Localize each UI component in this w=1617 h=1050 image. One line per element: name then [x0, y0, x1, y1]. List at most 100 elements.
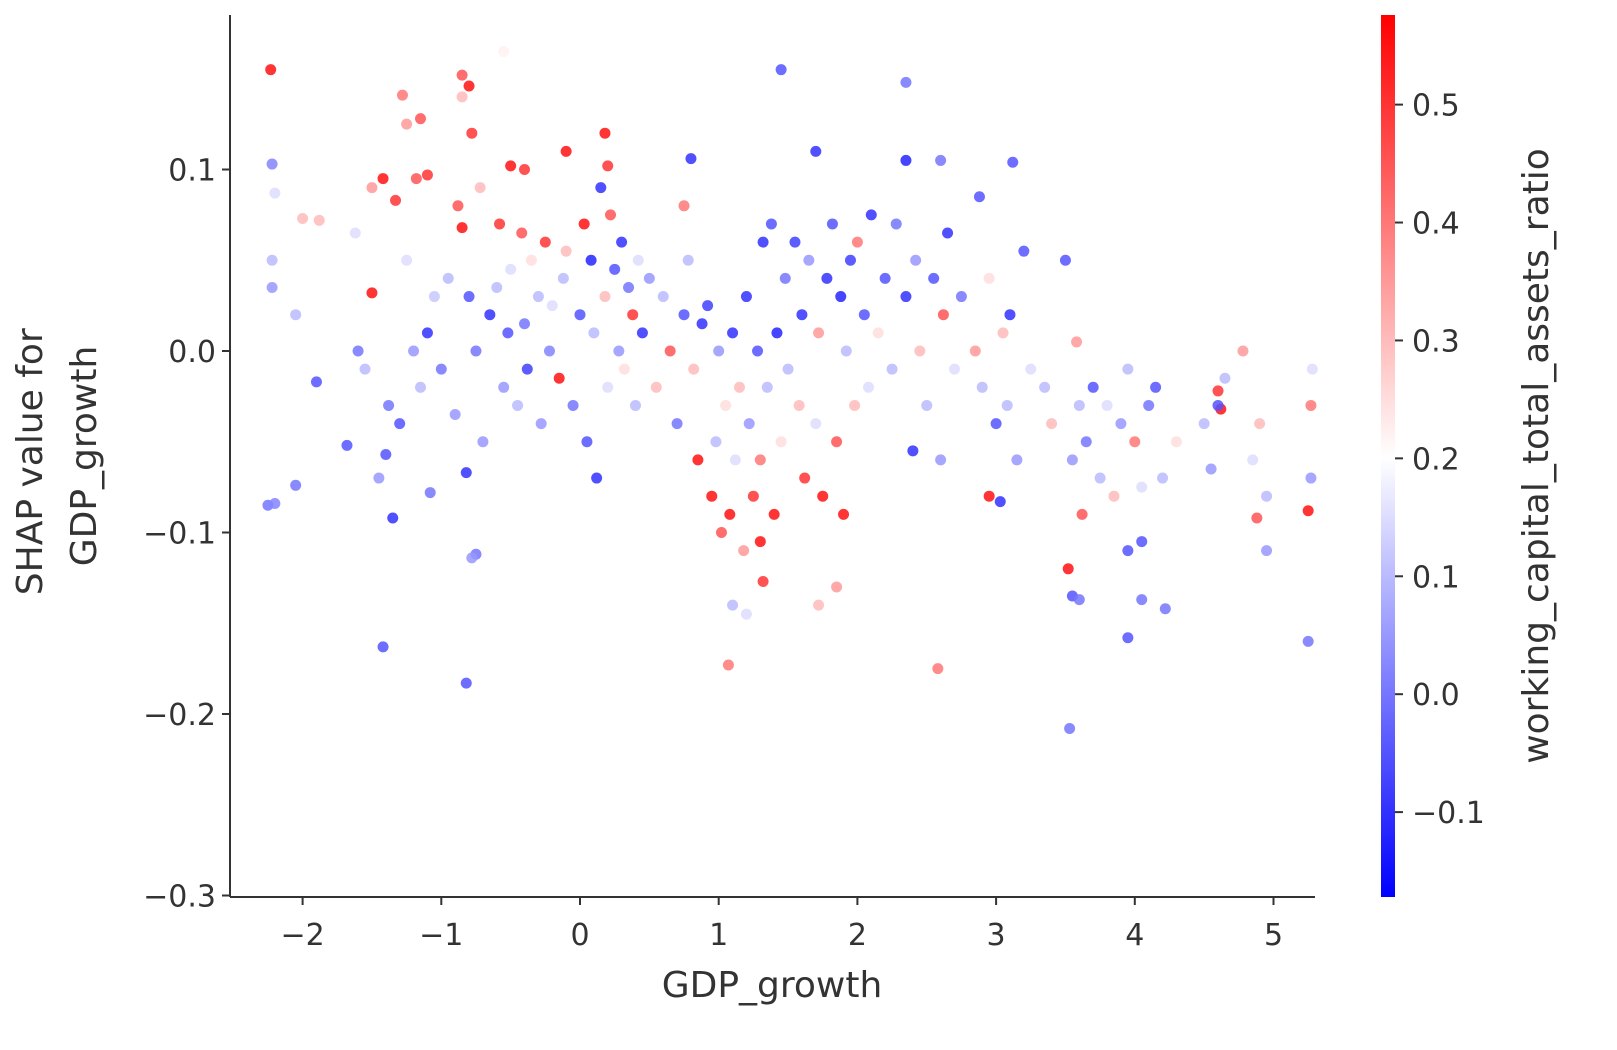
y-axis-ticks: 0.1 0.0 −0.1 −0.2 −0.3: [143, 154, 230, 915]
scatter-point: [460, 467, 472, 479]
scatter-point: [435, 363, 447, 375]
scatter-point: [456, 222, 468, 234]
scatter-point: [463, 80, 475, 92]
scatter-point: [421, 327, 433, 339]
scatter-point: [835, 291, 847, 303]
scatter-point: [1219, 372, 1231, 384]
y-tick-label: −0.1: [143, 517, 216, 552]
x-tick-label: 5: [1264, 918, 1283, 953]
scatter-point: [1136, 481, 1148, 493]
scatter-point: [1129, 436, 1141, 448]
scatter-point: [799, 472, 811, 484]
scatter-point: [498, 46, 510, 58]
scatter-point: [535, 418, 547, 430]
scatter-point: [477, 436, 489, 448]
scatter-point: [401, 118, 413, 130]
scatter-point: [539, 236, 551, 248]
scatter-point: [720, 399, 732, 411]
scatter-point: [516, 227, 528, 239]
scatter-point: [1184, 499, 1196, 511]
scatter-point: [560, 245, 572, 257]
scatter-point: [955, 291, 967, 303]
scatter-point: [484, 309, 496, 321]
scatter-point: [591, 472, 603, 484]
scatter-point: [796, 309, 808, 321]
scatter-point: [969, 345, 981, 357]
scatter-point: [1046, 418, 1058, 430]
scatter-point: [865, 209, 877, 221]
scatter-point: [1157, 472, 1169, 484]
scatter-point: [1159, 603, 1171, 615]
scatter-point: [595, 182, 607, 194]
scatter-point: [1059, 254, 1071, 266]
scatter-point: [553, 372, 565, 384]
x-axis-ticks: −2 −1 0 1 2 3 4 5: [280, 897, 1283, 953]
scatter-point: [1115, 418, 1127, 430]
scatter-point: [452, 200, 464, 212]
scatter-point: [408, 345, 420, 357]
scatter-point: [532, 291, 544, 303]
scatter-point: [1136, 536, 1148, 548]
scatter-point: [761, 381, 773, 393]
scatter-point: [948, 363, 960, 375]
scatter-point: [629, 399, 641, 411]
scatter-point: [470, 345, 482, 357]
scatter-point: [1170, 436, 1182, 448]
scatter-point: [768, 508, 780, 520]
scatter-point: [890, 218, 902, 230]
scatter-point: [1261, 490, 1273, 502]
scatter-point: [886, 363, 898, 375]
scatter-point: [1247, 454, 1259, 466]
scatter-point: [494, 218, 506, 230]
scatter-point: [724, 508, 736, 520]
scatter-point: [710, 436, 722, 448]
scatter-point: [685, 153, 697, 165]
scatter-point: [757, 236, 769, 248]
scatter-point: [734, 381, 746, 393]
scatter-point: [900, 291, 912, 303]
scatter-point: [377, 641, 389, 653]
scatter-point: [706, 490, 718, 502]
colorbar-tick-label: 0.0: [1412, 678, 1460, 713]
scatter-point: [1025, 363, 1037, 375]
scatter-point: [578, 218, 590, 230]
scatter-point: [1108, 490, 1120, 502]
scatter-point: [935, 454, 947, 466]
scatter-point: [1302, 635, 1314, 647]
scatter-point: [928, 272, 940, 284]
scatter-point: [824, 381, 836, 393]
colorbar-tick-label: 0.2: [1412, 442, 1460, 477]
scatter-point: [831, 581, 843, 593]
scatter-point: [627, 309, 639, 321]
scatter-point: [688, 363, 700, 375]
x-tick-label: 2: [848, 918, 867, 953]
scatter-points: [262, 46, 1318, 735]
scatter-point: [480, 236, 492, 248]
scatter-point: [771, 327, 783, 339]
scatter-point: [813, 599, 825, 611]
scatter-point: [266, 254, 278, 266]
colorbar-label: working_capital_total_assets_ratio: [1516, 148, 1557, 764]
scatter-point: [380, 448, 392, 460]
scatter-point: [543, 345, 555, 357]
scatter-point: [740, 291, 752, 303]
x-tick-label: 3: [987, 918, 1006, 953]
scatter-point: [696, 318, 708, 330]
scatter-point: [1087, 381, 1099, 393]
scatter-point: [821, 272, 833, 284]
scatter-point: [942, 227, 954, 239]
scatter-point: [1122, 632, 1134, 644]
scatter-point: [810, 418, 822, 430]
scatter-point: [1305, 399, 1317, 411]
y-tick-label: −0.3: [143, 880, 216, 915]
scatter-point: [844, 254, 856, 266]
x-tick-label: 1: [709, 918, 728, 953]
y-axis-label: SHAP value for GDP_growth: [10, 317, 105, 595]
y-axis-label-line-1: SHAP value for: [10, 328, 51, 595]
scatter-point: [349, 227, 361, 239]
scatter-point: [383, 399, 395, 411]
scatter-point: [671, 418, 683, 430]
scatter-point: [722, 659, 734, 671]
scatter-point: [1001, 399, 1013, 411]
scatter-point: [1071, 336, 1083, 348]
